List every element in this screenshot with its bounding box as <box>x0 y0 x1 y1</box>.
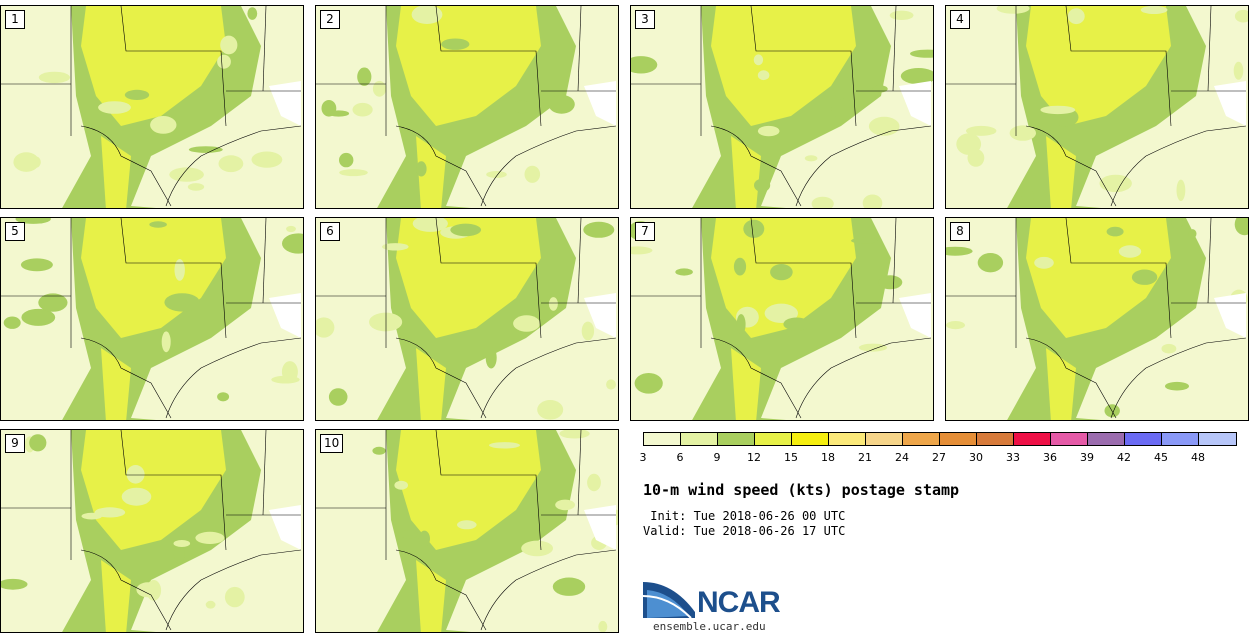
site-url: ensemble.ucar.edu <box>653 620 766 633</box>
colorbar-swatch <box>1014 433 1051 445</box>
member-label: 9 <box>5 434 25 453</box>
plot-title: 10-m wind speed (kts) postage stamp <box>643 481 960 499</box>
colorbar-tick-label: 45 <box>1154 451 1168 464</box>
colorbar-swatch <box>1051 433 1088 445</box>
colorbar-tick-label: 39 <box>1080 451 1094 464</box>
colorbar-tick-label: 18 <box>821 451 835 464</box>
colorbar-swatch <box>718 433 755 445</box>
colorbar-swatch <box>829 433 866 445</box>
ncar-wordmark: NCAR <box>697 586 781 619</box>
colorbar-swatch <box>755 433 792 445</box>
member-panel: 7 <box>630 217 934 421</box>
member-label: 2 <box>320 10 340 29</box>
ncar-logo-icon <box>643 582 695 619</box>
member-panel: 3 <box>630 5 934 209</box>
colorbar-swatch <box>977 433 1014 445</box>
member-label: 10 <box>320 434 344 453</box>
member-panel: 5 <box>0 217 304 421</box>
member-panel: 4 <box>945 5 1249 209</box>
colorbar-tick-label: 9 <box>713 451 721 464</box>
colorbar-tick-label: 12 <box>747 451 761 464</box>
member-label: 7 <box>635 222 655 241</box>
colorbar-swatch <box>1162 433 1199 445</box>
colorbar-tick-label: 24 <box>895 451 909 464</box>
colorbar-tick-label: 6 <box>676 451 684 464</box>
colorbar-swatch <box>681 433 718 445</box>
member-label: 5 <box>5 222 25 241</box>
colorbar-swatch <box>644 433 681 445</box>
member-label: 3 <box>635 10 655 29</box>
member-label: 6 <box>320 222 340 241</box>
colorbar-swatch <box>792 433 829 445</box>
colorbar-swatch <box>1199 433 1236 445</box>
colorbar-tick-label: 15 <box>784 451 798 464</box>
colorbar-tick-label: 48 <box>1191 451 1205 464</box>
colorbar-tick-label: 3 <box>639 451 647 464</box>
colorbar-tick-label: 36 <box>1043 451 1057 464</box>
valid-time: Valid: Tue 2018-06-26 17 UTC <box>643 524 846 538</box>
member-panel: 9 <box>0 429 304 633</box>
member-panel: 2 <box>315 5 619 209</box>
colorbar-swatch <box>1125 433 1162 445</box>
member-label: 8 <box>950 222 970 241</box>
member-panel: 1 <box>0 5 304 209</box>
member-panel: 8 <box>945 217 1249 421</box>
colorbar-tick-label: 42 <box>1117 451 1131 464</box>
init-time: Init: Tue 2018-06-26 00 UTC <box>643 509 846 523</box>
colorbar <box>643 432 1237 446</box>
colorbar-tick-label: 27 <box>932 451 946 464</box>
member-panel: 6 <box>315 217 619 421</box>
member-label: 1 <box>5 10 25 29</box>
member-label: 4 <box>950 10 970 29</box>
member-panel: 10 <box>315 429 619 633</box>
colorbar-tick-label: 21 <box>858 451 872 464</box>
colorbar-swatch <box>866 433 903 445</box>
colorbar-swatch <box>940 433 977 445</box>
colorbar-tick-label: 30 <box>969 451 983 464</box>
colorbar-swatch <box>1088 433 1125 445</box>
colorbar-tick-label: 33 <box>1006 451 1020 464</box>
colorbar-swatch <box>903 433 940 445</box>
